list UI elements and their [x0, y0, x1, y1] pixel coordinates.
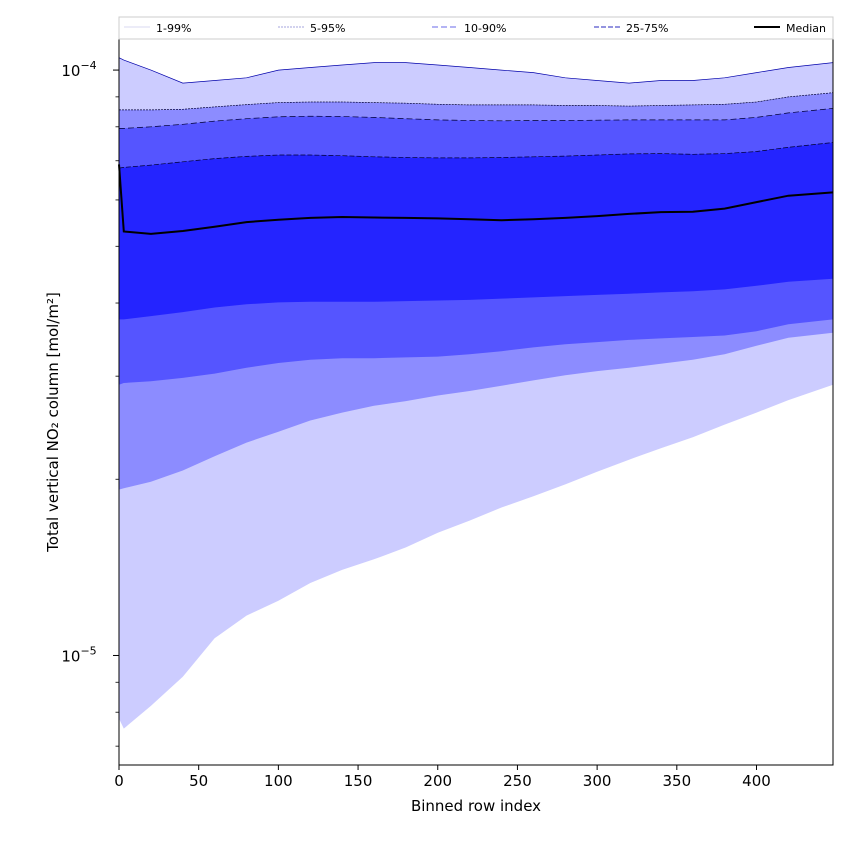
- x-tick-label: 350: [662, 772, 691, 790]
- legend: 1-99% 5-95% 10-90% 25-75% Median: [118, 16, 834, 40]
- band-edge-lines: [118, 57, 834, 169]
- band-25-to-75: [119, 142, 833, 320]
- x-tick-label: 400: [742, 772, 771, 790]
- x-axis-label: Binned row index: [411, 797, 541, 815]
- x-tick-label: 0: [114, 772, 124, 790]
- band-5-to-95-upper-edge: [119, 92, 834, 111]
- y-axis: 10−5 10−4: [61, 59, 119, 747]
- legend-label: 10-90%: [464, 22, 506, 35]
- legend-box: [118, 16, 834, 40]
- x-tick-label: 150: [344, 772, 373, 790]
- legend-label: 5-95%: [310, 22, 345, 35]
- median-series: [118, 164, 834, 235]
- median-line: [118, 164, 834, 235]
- legend-label: Median: [786, 22, 826, 35]
- x-tick-label: 100: [264, 772, 293, 790]
- x-tick-label: 300: [583, 772, 612, 790]
- legend-label: 25-75%: [626, 22, 668, 35]
- x-tick-label: 50: [189, 772, 208, 790]
- y-tick-label: 10−5: [61, 644, 96, 665]
- percentile-bands: [119, 57, 833, 729]
- y-axis-label: Total vertical NO₂ column [mol/m²]: [44, 292, 62, 553]
- y-tick-label: 10−4: [61, 59, 96, 80]
- x-tick-label: 200: [423, 772, 452, 790]
- band-10-to-90-upper-edge: [119, 108, 834, 129]
- x-axis: 0 50 100 150 200 250 300 350 400: [114, 765, 771, 790]
- legend-label: 1-99%: [156, 22, 191, 35]
- x-tick-label: 250: [503, 772, 532, 790]
- band-1-to-99-upper-edge: [118, 57, 834, 84]
